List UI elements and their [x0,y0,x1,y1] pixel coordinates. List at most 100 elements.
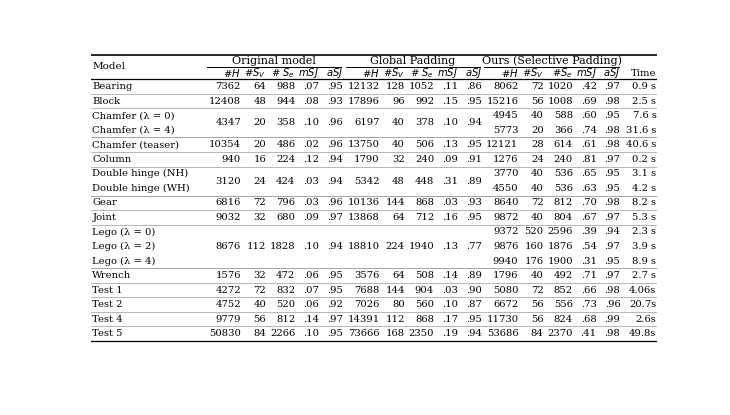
Text: Bearing: Bearing [93,82,133,91]
Text: Joint: Joint [93,213,116,222]
Text: .98: .98 [604,329,620,338]
Text: 0.9 s: 0.9 s [632,82,656,91]
Text: 944: 944 [276,97,296,106]
Text: 24: 24 [253,177,266,186]
Text: .03: .03 [303,177,319,186]
Text: .09: .09 [442,155,458,164]
Text: 72: 72 [531,286,544,295]
Text: .66: .66 [581,286,596,295]
Text: 1940: 1940 [408,242,434,251]
Text: 992: 992 [415,97,434,106]
Text: 84: 84 [531,329,544,338]
Text: .90: .90 [466,286,482,295]
Text: .98: .98 [604,140,620,149]
Text: Test 5: Test 5 [93,329,123,338]
Text: .96: .96 [327,198,343,208]
Text: Lego (λ = 0): Lego (λ = 0) [93,227,155,237]
Text: 64: 64 [253,82,266,91]
Text: 9032: 9032 [215,213,241,222]
Text: 31.6 s: 31.6 s [626,126,656,135]
Text: .10: .10 [303,329,319,338]
Text: # $S_e$: # $S_e$ [272,66,296,80]
Text: 7362: 7362 [215,82,241,91]
Text: .95: .95 [327,82,343,91]
Text: .97: .97 [327,315,343,324]
Text: 824: 824 [553,315,573,324]
Text: 56: 56 [531,300,544,309]
Text: 112: 112 [247,242,266,251]
Text: $mSJ$: $mSJ$ [299,66,319,80]
Text: Lego (λ = 2): Lego (λ = 2) [93,242,155,251]
Text: 10354: 10354 [209,140,241,149]
Text: .54: .54 [580,242,596,251]
Text: Double hinge (NH): Double hinge (NH) [93,169,188,178]
Text: 5342: 5342 [354,177,380,186]
Text: 8.2 s: 8.2 s [632,198,656,208]
Text: Test 4: Test 4 [93,315,123,324]
Text: 472: 472 [276,271,296,280]
Text: Chamfer (λ = 0): Chamfer (λ = 0) [93,111,175,120]
Text: .81: .81 [580,155,596,164]
Text: #$H$: #$H$ [223,67,241,79]
Text: 112: 112 [385,315,405,324]
Text: 3.9 s: 3.9 s [632,242,656,251]
Text: 32: 32 [392,155,405,164]
Text: Wrench: Wrench [93,271,131,280]
Text: Ours (Selective Padding): Ours (Selective Padding) [482,56,621,66]
Text: 424: 424 [276,177,296,186]
Text: .61: .61 [581,140,596,149]
Text: 988: 988 [276,82,296,91]
Text: Double hinge (WH): Double hinge (WH) [93,184,190,193]
Text: Model: Model [93,62,126,71]
Text: 72: 72 [253,198,266,208]
Text: .95: .95 [466,140,482,149]
Text: 72: 72 [531,198,544,208]
Text: 8062: 8062 [493,82,518,91]
Text: 176: 176 [525,256,544,266]
Text: 20: 20 [253,140,266,149]
Text: Column: Column [93,155,131,164]
Text: 366: 366 [554,126,573,135]
Text: 40.6 s: 40.6 s [626,140,656,149]
Text: 4272: 4272 [215,286,241,295]
Text: 2.3 s: 2.3 s [632,227,656,237]
Text: .07: .07 [303,286,319,295]
Text: 48: 48 [253,97,266,106]
Text: .70: .70 [581,198,596,208]
Text: 12121: 12121 [486,140,518,149]
Text: .41: .41 [580,329,596,338]
Text: 588: 588 [554,111,573,120]
Text: .08: .08 [303,97,319,106]
Text: 8676: 8676 [215,242,241,251]
Text: #$H$: #$H$ [362,67,380,79]
Text: 852: 852 [554,286,573,295]
Text: 40: 40 [531,213,544,222]
Text: 80: 80 [392,300,405,309]
Text: .71: .71 [580,271,596,280]
Text: 53686: 53686 [487,329,518,338]
Text: .92: .92 [327,300,343,309]
Text: .68: .68 [581,315,596,324]
Text: .98: .98 [604,126,620,135]
Text: .16: .16 [442,213,458,222]
Text: .89: .89 [466,271,482,280]
Text: $aSJ$: $aSJ$ [603,66,620,80]
Text: #$S_V$: #$S_V$ [245,66,266,80]
Text: 7688: 7688 [354,286,380,295]
Text: .07: .07 [303,82,319,91]
Text: 15216: 15216 [486,97,518,106]
Text: .94: .94 [327,177,343,186]
Text: 8640: 8640 [493,198,518,208]
Text: .06: .06 [304,300,319,309]
Text: 940: 940 [222,155,241,164]
Text: Lego (λ = 4): Lego (λ = 4) [93,256,156,266]
Text: 3576: 3576 [354,271,380,280]
Text: 5.3 s: 5.3 s [632,213,656,222]
Text: $mSJ$: $mSJ$ [437,66,458,80]
Text: .95: .95 [327,271,343,280]
Text: 492: 492 [553,271,573,280]
Text: Chamfer (λ = 4): Chamfer (λ = 4) [93,126,175,135]
Text: $aSJ$: $aSJ$ [326,66,343,80]
Text: 7026: 7026 [354,300,380,309]
Text: .87: .87 [466,300,482,309]
